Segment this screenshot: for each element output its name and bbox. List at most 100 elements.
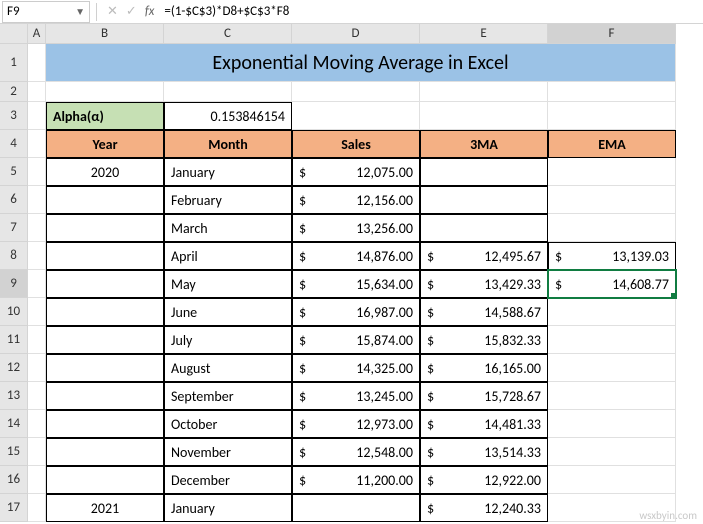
col-header-b[interactable]: B (46, 24, 164, 44)
cell-3ma-15[interactable]: $13,514.33 (420, 438, 548, 466)
row-header-17[interactable]: 17 (0, 494, 28, 522)
cell-b2[interactable] (46, 82, 164, 102)
cell-a14[interactable] (28, 410, 46, 438)
cell-3ma-6[interactable] (420, 186, 548, 214)
cell-sales-16[interactable]: $11,200.00 (292, 466, 420, 494)
row-header-3[interactable]: 3 (0, 102, 28, 130)
cell-3ma-5[interactable] (420, 158, 548, 186)
cell-month-16[interactable]: December (164, 466, 292, 494)
header-sales[interactable]: Sales (292, 130, 420, 158)
cell-year-6[interactable] (46, 186, 164, 214)
cell-3ma-13[interactable]: $15,728.67 (420, 382, 548, 410)
cell-ema-5[interactable] (548, 158, 676, 186)
row-header-1[interactable]: 1 (0, 44, 28, 82)
cell-year-11[interactable] (46, 326, 164, 354)
cell-sales-9[interactable]: $15,634.00 (292, 270, 420, 298)
header-3ma[interactable]: 3MA (420, 130, 548, 158)
cell-ema-16[interactable] (548, 466, 676, 494)
row-header-8[interactable]: 8 (0, 242, 28, 270)
row-header-5[interactable]: 5 (0, 158, 28, 186)
cell-a8[interactable] (28, 242, 46, 270)
cell-3ma-12[interactable]: $16,165.00 (420, 354, 548, 382)
cell-sales-7[interactable]: $13,256.00 (292, 214, 420, 242)
cell-d2[interactable] (292, 82, 420, 102)
title-cell[interactable]: Exponential Moving Average in Excel (46, 44, 676, 82)
cell-year-16[interactable] (46, 466, 164, 494)
fx-icon[interactable]: fx (145, 4, 155, 19)
cell-sales-15[interactable]: $12,548.00 (292, 438, 420, 466)
cell-month-12[interactable]: August (164, 354, 292, 382)
cell-c2[interactable] (164, 82, 292, 102)
cell-year-13[interactable] (46, 382, 164, 410)
name-box[interactable]: F9 ▼ (2, 1, 90, 23)
cell-month-8[interactable]: April (164, 242, 292, 270)
cell-f2[interactable] (548, 82, 676, 102)
cell-a5[interactable] (28, 158, 46, 186)
cell-a16[interactable] (28, 466, 46, 494)
cell-month-14[interactable]: October (164, 410, 292, 438)
cell-ema-13[interactable] (548, 382, 676, 410)
cell-a17[interactable] (28, 494, 46, 522)
cell-month-6[interactable]: February (164, 186, 292, 214)
cell-year-5[interactable]: 2020 (46, 158, 164, 186)
row-header-10[interactable]: 10 (0, 298, 28, 326)
chevron-down-icon[interactable]: ▼ (75, 5, 85, 18)
select-all-corner[interactable] (0, 24, 28, 44)
cell-a9[interactable] (28, 270, 46, 298)
cell-a15[interactable] (28, 438, 46, 466)
cell-sales-11[interactable]: $15,874.00 (292, 326, 420, 354)
cell-sales-14[interactable]: $12,973.00 (292, 410, 420, 438)
row-header-4[interactable]: 4 (0, 130, 28, 158)
row-header-7[interactable]: 7 (0, 214, 28, 242)
cell-a3[interactable] (28, 102, 46, 130)
cell-3ma-16[interactable]: $12,922.00 (420, 466, 548, 494)
cell-3ma-10[interactable]: $14,588.67 (420, 298, 548, 326)
cell-year-14[interactable] (46, 410, 164, 438)
formula-input[interactable]: =(1-$C$3)*D8+$C$3*F8 (158, 1, 703, 23)
cell-sales-13[interactable]: $13,245.00 (292, 382, 420, 410)
spreadsheet-grid[interactable]: A B C D E F 1 Exponential Moving Average… (0, 24, 703, 522)
cell-a13[interactable] (28, 382, 46, 410)
cell-a4[interactable] (28, 130, 46, 158)
cell-3ma-14[interactable]: $14,481.33 (420, 410, 548, 438)
col-header-c[interactable]: C (164, 24, 292, 44)
cell-month-13[interactable]: September (164, 382, 292, 410)
cell-d3[interactable] (292, 102, 420, 130)
cell-sales-6[interactable]: $12,156.00 (292, 186, 420, 214)
cell-month-10[interactable]: June (164, 298, 292, 326)
cell-a1[interactable] (28, 44, 46, 82)
row-header-2[interactable]: 2 (0, 82, 28, 102)
cell-ema-12[interactable] (548, 354, 676, 382)
cell-e3[interactable] (420, 102, 548, 130)
header-month[interactable]: Month (164, 130, 292, 158)
cell-ema-8[interactable]: $13,139.03 (548, 242, 676, 270)
col-header-e[interactable]: E (420, 24, 548, 44)
cell-sales-17[interactable] (292, 494, 420, 522)
cell-month-7[interactable]: March (164, 214, 292, 242)
cell-month-17[interactable]: January (164, 494, 292, 522)
cell-year-17[interactable]: 2021 (46, 494, 164, 522)
cell-ema-9[interactable]: $14,608.77 (548, 270, 676, 298)
cell-sales-10[interactable]: $16,987.00 (292, 298, 420, 326)
cell-year-8[interactable] (46, 242, 164, 270)
cell-ema-15[interactable] (548, 438, 676, 466)
row-header-12[interactable]: 12 (0, 354, 28, 382)
cell-a11[interactable] (28, 326, 46, 354)
cell-month-5[interactable]: January (164, 158, 292, 186)
cell-ema-10[interactable] (548, 298, 676, 326)
cell-3ma-11[interactable]: $15,832.33 (420, 326, 548, 354)
cell-month-11[interactable]: July (164, 326, 292, 354)
cell-3ma-17[interactable]: $12,240.33 (420, 494, 548, 522)
col-header-a[interactable]: A (28, 24, 46, 44)
cell-3ma-9[interactable]: $13,429.33 (420, 270, 548, 298)
row-header-9[interactable]: 9 (0, 270, 28, 298)
cell-year-12[interactable] (46, 354, 164, 382)
row-header-6[interactable]: 6 (0, 186, 28, 214)
cell-3ma-7[interactable] (420, 214, 548, 242)
cell-ema-7[interactable] (548, 214, 676, 242)
header-ema[interactable]: EMA (548, 130, 676, 158)
cell-year-10[interactable] (46, 298, 164, 326)
cell-ema-14[interactable] (548, 410, 676, 438)
cell-a10[interactable] (28, 298, 46, 326)
cell-a2[interactable] (28, 82, 46, 102)
